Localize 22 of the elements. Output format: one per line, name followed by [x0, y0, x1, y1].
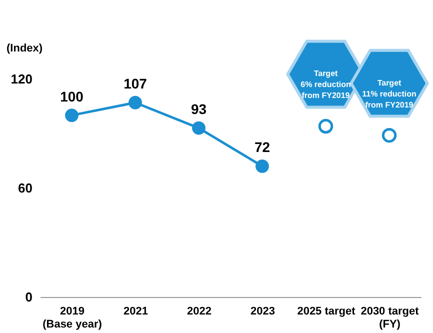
x-tick-label: 2025 target: [297, 306, 356, 318]
annotation: Target 11% reduction from FY2019: [362, 78, 416, 110]
data-label: 72: [254, 139, 270, 156]
y-tick-label: 60: [18, 180, 32, 196]
point: [318, 118, 334, 134]
x-tick-label: 2021: [124, 306, 148, 318]
data-label: 93: [190, 101, 207, 118]
x-tick-label: 2030 target (FY): [360, 306, 420, 330]
point: [256, 160, 269, 173]
y-axis-title: (Index): [6, 42, 43, 54]
y-tick-label: 120: [10, 72, 32, 86]
x-tick-label: 2019 (Base year): [42, 306, 102, 330]
point: [65, 108, 78, 122]
x-tick-label: 2022: [187, 306, 212, 318]
data-label: 107: [124, 76, 148, 92]
point: [192, 121, 206, 135]
annotation: Target 6% reduction from FY2019: [300, 69, 351, 100]
point: [128, 96, 142, 110]
x-tick-label: 2023: [250, 306, 275, 318]
point: [382, 128, 397, 143]
data-label: 100: [60, 88, 84, 104]
y-tick-label: 0: [25, 290, 32, 304]
